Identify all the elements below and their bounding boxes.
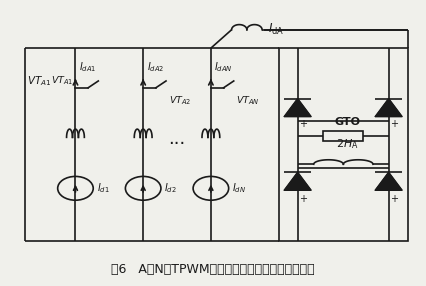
Text: GTO: GTO <box>334 117 360 127</box>
Text: +: + <box>299 194 307 204</box>
Polygon shape <box>375 172 402 190</box>
Polygon shape <box>284 99 311 117</box>
Text: ···: ··· <box>168 135 186 153</box>
Text: $VT_{AN}$: $VT_{AN}$ <box>236 95 260 107</box>
Text: $I_{dAN}$: $I_{dAN}$ <box>214 60 233 74</box>
Text: $I_{d2}$: $I_{d2}$ <box>164 181 177 195</box>
Bar <box>279 48 408 241</box>
Polygon shape <box>375 99 402 117</box>
Text: +: + <box>390 194 398 204</box>
Text: 图6   A相N个TPWM直流电流源直接并联叠加的电路: 图6 A相N个TPWM直流电流源直接并联叠加的电路 <box>111 263 315 276</box>
Polygon shape <box>284 172 311 190</box>
Text: +: + <box>299 119 307 129</box>
Text: $VT_{A1}$: $VT_{A1}$ <box>27 74 51 88</box>
Text: $I_{dA2}$: $I_{dA2}$ <box>147 60 164 74</box>
Text: $I_{dN}$: $I_{dN}$ <box>232 181 246 195</box>
Text: $I_{dA1}$: $I_{dA1}$ <box>79 60 96 74</box>
Text: $I_{d1}$: $I_{d1}$ <box>97 181 109 195</box>
Text: $VT_{A2}$: $VT_{A2}$ <box>169 95 191 107</box>
Bar <box>323 130 363 141</box>
Text: $2H_{\rm A}$: $2H_{\rm A}$ <box>336 138 359 151</box>
Text: $VT_{A1}$: $VT_{A1}$ <box>51 74 73 87</box>
Text: $I_{\rm dA}$: $I_{\rm dA}$ <box>268 22 285 37</box>
Text: +: + <box>390 119 398 129</box>
